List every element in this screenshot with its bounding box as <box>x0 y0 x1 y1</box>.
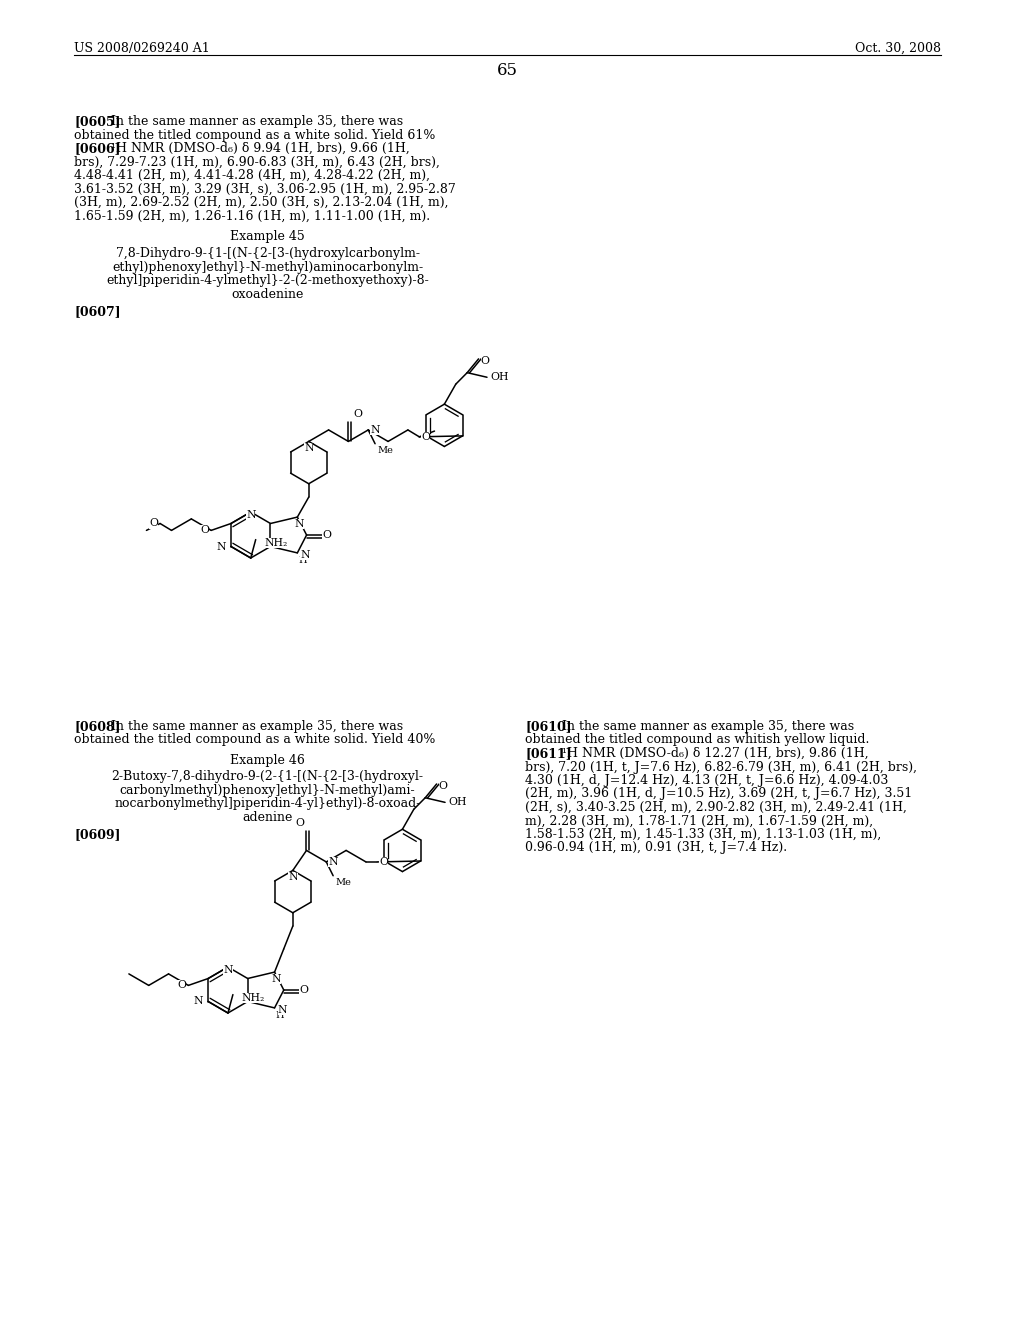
Text: 3.61-3.52 (3H, m), 3.29 (3H, s), 3.06-2.95 (1H, m), 2.95-2.87: 3.61-3.52 (3H, m), 3.29 (3H, s), 3.06-2.… <box>75 182 456 195</box>
Text: O: O <box>480 356 489 366</box>
Text: In the same manner as example 35, there was: In the same manner as example 35, there … <box>103 719 403 733</box>
Text: [0610]: [0610] <box>525 719 571 733</box>
Text: obtained the titled compound as whitish yellow liquid.: obtained the titled compound as whitish … <box>525 734 869 747</box>
Text: N: N <box>371 425 380 434</box>
Text: N: N <box>194 997 203 1006</box>
Text: obtained the titled compound as a white solid. Yield 61%: obtained the titled compound as a white … <box>75 128 435 141</box>
Text: brs), 7.20 (1H, t, J=7.6 Hz), 6.82-6.79 (3H, m), 6.41 (2H, brs),: brs), 7.20 (1H, t, J=7.6 Hz), 6.82-6.79 … <box>525 760 918 774</box>
Text: O: O <box>421 432 430 442</box>
Text: In the same manner as example 35, there was: In the same manner as example 35, there … <box>103 115 403 128</box>
Text: 4.30 (1H, d, J=12.4 Hz), 4.13 (2H, t, J=6.6 Hz), 4.09-4.03: 4.30 (1H, d, J=12.4 Hz), 4.13 (2H, t, J=… <box>525 774 889 787</box>
Text: O: O <box>438 781 447 791</box>
Text: N: N <box>278 1005 287 1015</box>
Text: O: O <box>296 818 304 828</box>
Text: 0.96-0.94 (1H, m), 0.91 (3H, t, J=7.4 Hz).: 0.96-0.94 (1H, m), 0.91 (3H, t, J=7.4 Hz… <box>525 842 787 854</box>
Text: H: H <box>275 1011 284 1020</box>
Text: [0608]: [0608] <box>75 719 121 733</box>
Text: O: O <box>200 525 209 536</box>
Text: In the same manner as example 35, there was: In the same manner as example 35, there … <box>554 719 854 733</box>
Text: 1.65-1.59 (2H, m), 1.26-1.16 (1H, m), 1.11-1.00 (1H, m).: 1.65-1.59 (2H, m), 1.26-1.16 (1H, m), 1.… <box>75 210 430 223</box>
Text: brs), 7.29-7.23 (1H, m), 6.90-6.83 (3H, m), 6.43 (2H, brs),: brs), 7.29-7.23 (1H, m), 6.90-6.83 (3H, … <box>75 156 440 169</box>
Text: 65: 65 <box>497 62 518 79</box>
Text: N: N <box>329 857 338 867</box>
Text: N: N <box>271 974 282 985</box>
Text: O: O <box>379 857 388 867</box>
Text: [0609]: [0609] <box>75 828 121 841</box>
Text: ¹H NMR (DMSO-d₆) δ 12.27 (1H, brs), 9.86 (1H,: ¹H NMR (DMSO-d₆) δ 12.27 (1H, brs), 9.86… <box>554 747 868 760</box>
Text: ethyl]piperidin-4-ylmethyl}-2-(2-methoxyethoxy)-8-: ethyl]piperidin-4-ylmethyl}-2-(2-methoxy… <box>106 275 429 288</box>
Text: nocarbonylmethyl]piperidin-4-yl}ethyl)-8-oxoad-: nocarbonylmethyl]piperidin-4-yl}ethyl)-8… <box>115 797 421 810</box>
Text: N: N <box>223 965 232 975</box>
Text: ¹H NMR (DMSO-d₆) δ 9.94 (1H, brs), 9.66 (1H,: ¹H NMR (DMSO-d₆) δ 9.94 (1H, brs), 9.66 … <box>103 143 410 154</box>
Text: O: O <box>177 981 186 990</box>
Text: m), 2.28 (3H, m), 1.78-1.71 (2H, m), 1.67-1.59 (2H, m),: m), 2.28 (3H, m), 1.78-1.71 (2H, m), 1.6… <box>525 814 873 828</box>
Text: [0605]: [0605] <box>75 115 121 128</box>
Text: N: N <box>288 873 298 883</box>
Text: N: N <box>300 550 310 560</box>
Text: OH: OH <box>449 797 467 808</box>
Text: O: O <box>299 985 308 995</box>
Text: Example 45: Example 45 <box>230 230 305 243</box>
Text: (3H, m), 2.69-2.52 (2H, m), 2.50 (3H, s), 2.13-2.04 (1H, m),: (3H, m), 2.69-2.52 (2H, m), 2.50 (3H, s)… <box>75 195 449 209</box>
Text: OH: OH <box>489 372 509 383</box>
Text: adenine: adenine <box>243 810 293 824</box>
Text: N: N <box>304 444 313 454</box>
Text: N: N <box>216 541 226 552</box>
Text: Me: Me <box>377 446 393 454</box>
Text: N: N <box>246 510 256 520</box>
Text: 2-Butoxy-7,8-dihydro-9-(2-{1-[(N-{2-[3-(hydroxyl-: 2-Butoxy-7,8-dihydro-9-(2-{1-[(N-{2-[3-(… <box>112 771 424 783</box>
Text: [0607]: [0607] <box>75 305 121 318</box>
Text: carbonylmethyl)phenoxy]ethyl}-N-methyl)ami-: carbonylmethyl)phenoxy]ethyl}-N-methyl)a… <box>120 784 416 797</box>
Text: O: O <box>322 531 331 540</box>
Text: ethyl)phenoxy]ethyl}-N-methyl)aminocarbonylm-: ethyl)phenoxy]ethyl}-N-methyl)aminocarbo… <box>112 261 423 273</box>
Text: O: O <box>353 409 362 418</box>
Text: O: O <box>150 519 158 528</box>
Text: H: H <box>298 557 306 565</box>
Text: oxoadenine: oxoadenine <box>231 288 304 301</box>
Text: N: N <box>295 519 304 529</box>
Text: Oct. 30, 2008: Oct. 30, 2008 <box>854 42 940 55</box>
Text: [0606]: [0606] <box>75 143 121 154</box>
Text: NH₂: NH₂ <box>264 539 288 548</box>
Text: NH₂: NH₂ <box>242 994 265 1003</box>
Text: 1.58-1.53 (2H, m), 1.45-1.33 (3H, m), 1.13-1.03 (1H, m),: 1.58-1.53 (2H, m), 1.45-1.33 (3H, m), 1.… <box>525 828 882 841</box>
Text: 7,8-Dihydro-9-{1-[(N-{2-[3-(hydroxylcarbonylm-: 7,8-Dihydro-9-{1-[(N-{2-[3-(hydroxylcarb… <box>116 247 420 260</box>
Text: US 2008/0269240 A1: US 2008/0269240 A1 <box>75 42 210 55</box>
Text: Me: Me <box>335 878 351 887</box>
Text: obtained the titled compound as a white solid. Yield 40%: obtained the titled compound as a white … <box>75 734 435 747</box>
Text: (2H, m), 3.96 (1H, d, J=10.5 Hz), 3.69 (2H, t, J=6.7 Hz), 3.51: (2H, m), 3.96 (1H, d, J=10.5 Hz), 3.69 (… <box>525 788 912 800</box>
Text: (2H, s), 3.40-3.25 (2H, m), 2.90-2.82 (3H, m), 2.49-2.41 (1H,: (2H, s), 3.40-3.25 (2H, m), 2.90-2.82 (3… <box>525 801 907 814</box>
Text: Example 46: Example 46 <box>230 754 305 767</box>
Text: [0611]: [0611] <box>525 747 571 760</box>
Text: 4.48-4.41 (2H, m), 4.41-4.28 (4H, m), 4.28-4.22 (2H, m),: 4.48-4.41 (2H, m), 4.41-4.28 (4H, m), 4.… <box>75 169 430 182</box>
